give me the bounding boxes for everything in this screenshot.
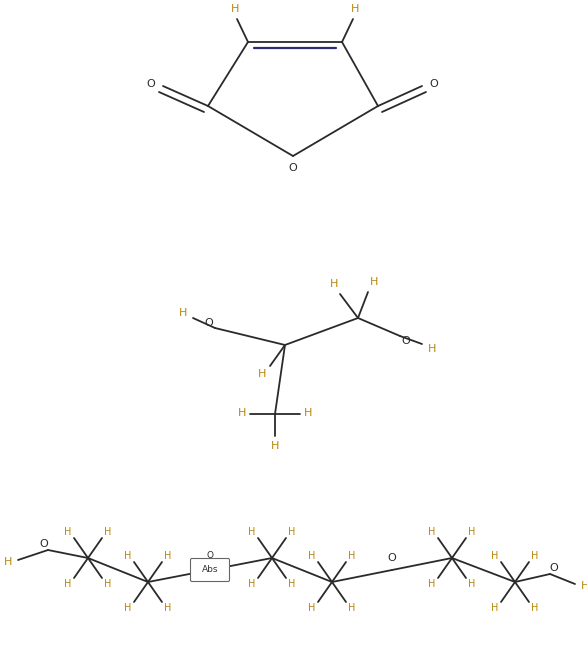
Text: H: H — [104, 527, 112, 537]
Text: H: H — [238, 408, 246, 418]
Text: O: O — [430, 79, 438, 89]
Text: H: H — [258, 369, 266, 379]
Text: H: H — [468, 579, 475, 589]
Text: H: H — [429, 579, 436, 589]
Text: H: H — [288, 527, 296, 537]
Text: H: H — [248, 579, 256, 589]
Text: O: O — [205, 318, 214, 328]
Text: H: H — [164, 551, 171, 561]
Text: O: O — [289, 163, 298, 173]
Text: H: H — [248, 527, 256, 537]
Text: O: O — [207, 551, 214, 561]
Text: H: H — [330, 279, 338, 289]
Text: H: H — [531, 551, 539, 561]
Text: H: H — [124, 551, 131, 561]
Text: H: H — [429, 527, 436, 537]
Text: O: O — [387, 553, 396, 563]
Text: H: H — [308, 603, 316, 613]
Text: H: H — [124, 603, 131, 613]
Text: H: H — [288, 579, 296, 589]
Text: H: H — [531, 603, 539, 613]
FancyBboxPatch shape — [191, 559, 230, 581]
Text: H: H — [370, 277, 378, 287]
Text: H: H — [104, 579, 112, 589]
Text: H: H — [179, 308, 187, 318]
Text: H: H — [348, 603, 356, 613]
Text: H: H — [65, 527, 72, 537]
Text: O: O — [147, 79, 156, 89]
Text: H: H — [308, 551, 316, 561]
Text: H: H — [348, 551, 356, 561]
Text: H: H — [468, 527, 475, 537]
Text: H: H — [491, 603, 499, 613]
Text: O: O — [549, 563, 558, 573]
Text: H: H — [65, 579, 72, 589]
Text: H: H — [271, 441, 279, 451]
Text: H: H — [4, 557, 12, 567]
Text: Abs: Abs — [202, 565, 218, 573]
Text: H: H — [428, 344, 436, 354]
Text: H: H — [351, 4, 359, 14]
Text: O: O — [40, 539, 48, 549]
Text: O: O — [402, 336, 410, 346]
Text: H: H — [164, 603, 171, 613]
Text: H: H — [304, 408, 312, 418]
Text: H: H — [581, 581, 587, 591]
Text: H: H — [491, 551, 499, 561]
Text: H: H — [231, 4, 239, 14]
